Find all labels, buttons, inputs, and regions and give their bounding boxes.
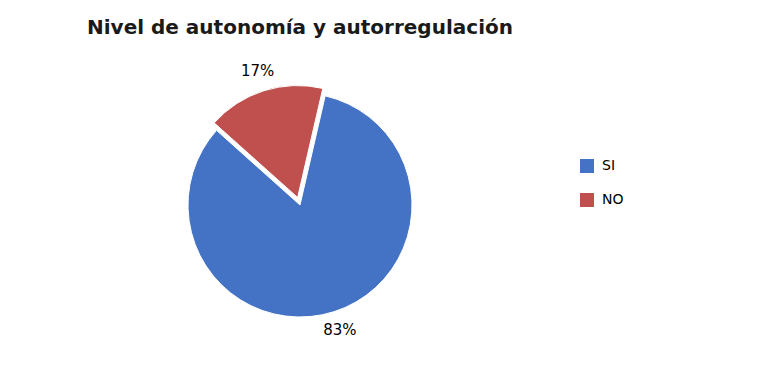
- legend-label: SI: [602, 157, 615, 173]
- legend-item: NO: [580, 191, 624, 207]
- legend-label: NO: [602, 191, 624, 207]
- data-labels: 83% 17%: [241, 62, 357, 339]
- title: Nivel de autonomía y autorregulación: [87, 15, 513, 39]
- legend: SI NO: [580, 157, 624, 207]
- legend-swatch: [580, 193, 594, 207]
- data-label: 83%: [323, 321, 356, 339]
- pie: [188, 86, 412, 317]
- chart: Nivel de autonomía y autorregulación 83% 1…: [0, 0, 768, 366]
- legend-item: SI: [580, 157, 615, 173]
- slice: [214, 86, 323, 198]
- legend-swatch: [580, 159, 594, 173]
- data-label: 17%: [241, 62, 274, 80]
